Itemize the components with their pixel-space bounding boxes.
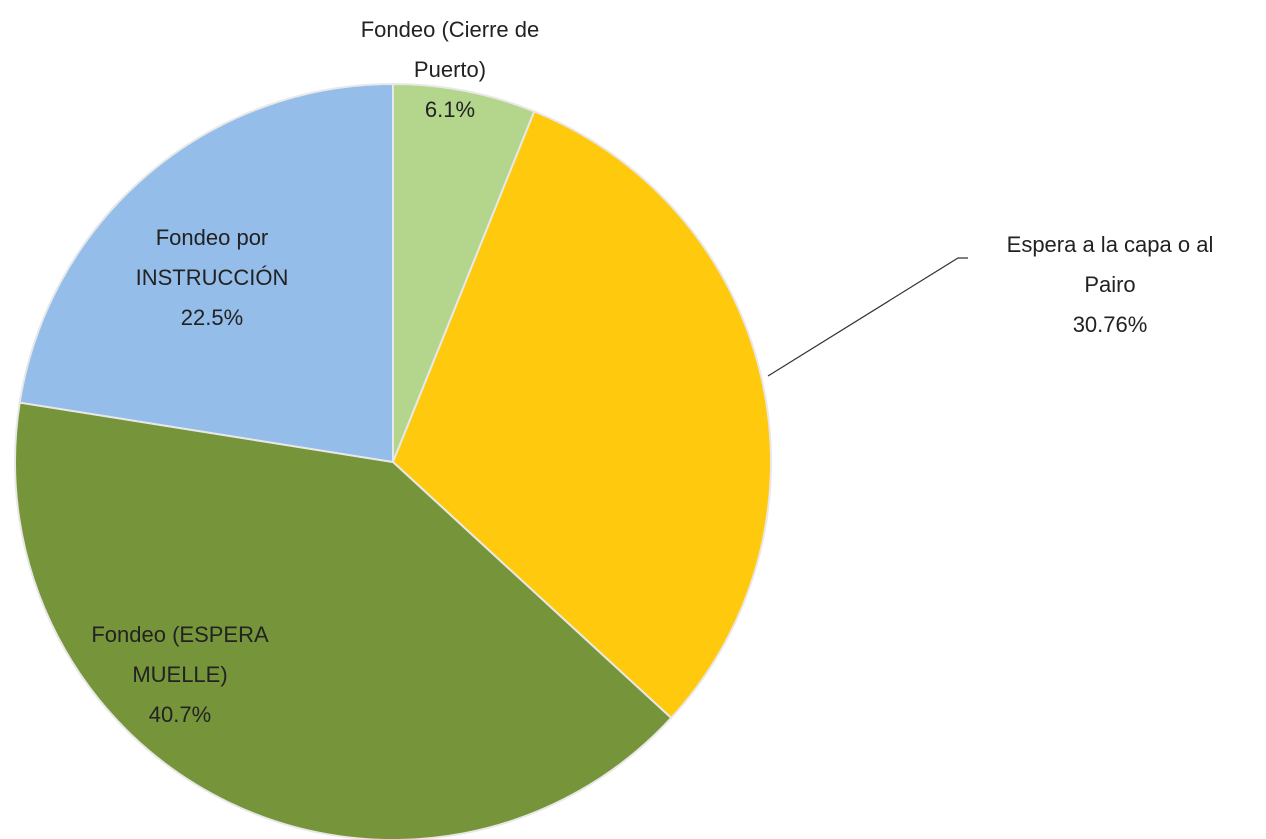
category-label: Fondeo (Cierre de Puerto) [360, 17, 540, 82]
category-label: Fondeo (ESPERA MUELLE) [91, 622, 269, 687]
category-label: Espera a la capa o al Pairo [1006, 232, 1214, 297]
category-label: Fondeo por INSTRUCCIÓN [135, 225, 289, 290]
pie-slice [14, 401, 673, 839]
pie-slice [392, 82, 536, 463]
slice-label: Fondeo (ESPERA MUELLE) 40.7% [80, 615, 280, 735]
slice-label: Fondeo (Cierre de Puerto) 6.1% [340, 10, 560, 130]
value-label: 22.5% [180, 305, 244, 330]
slice-label: Fondeo por INSTRUCCIÓN 22.5% [122, 218, 302, 338]
pie-slice [18, 82, 394, 464]
value-label: 40.7% [148, 702, 212, 727]
pie-slice [391, 110, 772, 720]
slice-label: Espera a la capa o al Pairo 30.76% [985, 225, 1235, 345]
value-label: 30.76% [1072, 312, 1148, 337]
value-label: 6.1% [424, 97, 476, 122]
leader-line [767, 257, 968, 377]
